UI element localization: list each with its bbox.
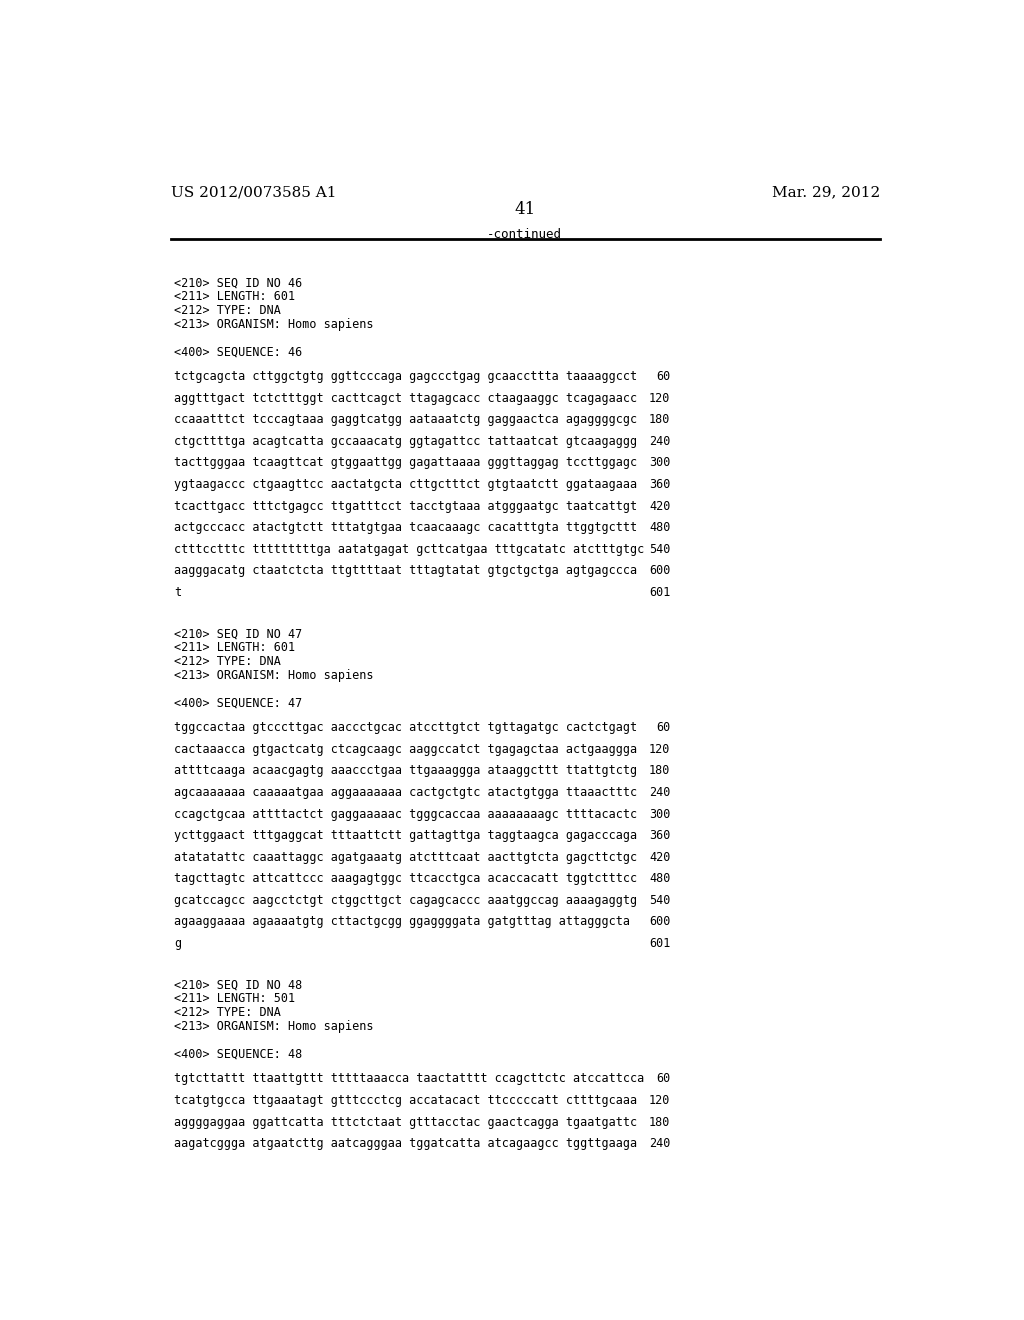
Text: 600: 600	[649, 564, 671, 577]
Text: <210> SEQ ID NO 46: <210> SEQ ID NO 46	[174, 276, 303, 289]
Text: aagggacatg ctaatctcta ttgttttaat tttagtatat gtgctgctga agtgagccca: aagggacatg ctaatctcta ttgttttaat tttagta…	[174, 564, 638, 577]
Text: <400> SEQUENCE: 46: <400> SEQUENCE: 46	[174, 346, 303, 359]
Text: 240: 240	[649, 785, 671, 799]
Text: 540: 540	[649, 894, 671, 907]
Text: actgcccacc atactgtctt tttatgtgaa tcaacaaagc cacatttgta ttggtgcttt: actgcccacc atactgtctt tttatgtgaa tcaacaa…	[174, 521, 638, 535]
Text: tacttgggaa tcaagttcat gtggaattgg gagattaaaa gggttaggag tccttggagc: tacttgggaa tcaagttcat gtggaattgg gagatta…	[174, 457, 638, 470]
Text: 120: 120	[649, 743, 671, 756]
Text: 480: 480	[649, 873, 671, 886]
Text: ctttcctttc tttttttttga aatatgagat gcttcatgaa tttgcatatc atctttgtgc: ctttcctttc tttttttttga aatatgagat gcttca…	[174, 543, 645, 556]
Text: 601: 601	[649, 586, 671, 599]
Text: aagatcggga atgaatcttg aatcagggaa tggatcatta atcagaagcc tggttgaaga: aagatcggga atgaatcttg aatcagggaa tggatca…	[174, 1137, 638, 1150]
Text: tcatgtgcca ttgaaatagt gtttccctcg accatacact ttcccccatt cttttgcaaa: tcatgtgcca ttgaaatagt gtttccctcg accatac…	[174, 1094, 638, 1107]
Text: 41: 41	[514, 201, 536, 218]
Text: ycttggaact tttgaggcat tttaattctt gattagttga taggtaagca gagacccaga: ycttggaact tttgaggcat tttaattctt gattagt…	[174, 829, 638, 842]
Text: <211> LENGTH: 601: <211> LENGTH: 601	[174, 290, 296, 304]
Text: <211> LENGTH: 601: <211> LENGTH: 601	[174, 642, 296, 655]
Text: 300: 300	[649, 808, 671, 821]
Text: tagcttagtc attcattccc aaagagtggc ttcacctgca acaccacatt tggtctttcc: tagcttagtc attcattccc aaagagtggc ttcacct…	[174, 873, 638, 886]
Text: ctgcttttga acagtcatta gccaaacatg ggtagattcc tattaatcat gtcaagaggg: ctgcttttga acagtcatta gccaaacatg ggtagat…	[174, 434, 638, 447]
Text: agcaaaaaaa caaaaatgaa aggaaaaaaa cactgctgtc atactgtgga ttaaactttc: agcaaaaaaa caaaaatgaa aggaaaaaaa cactgct…	[174, 785, 638, 799]
Text: 240: 240	[649, 1137, 671, 1150]
Text: aggggaggaa ggattcatta tttctctaat gtttacctac gaactcagga tgaatgattc: aggggaggaa ggattcatta tttctctaat gtttacc…	[174, 1115, 638, 1129]
Text: 360: 360	[649, 829, 671, 842]
Text: 540: 540	[649, 543, 671, 556]
Text: ccaaatttct tcccagtaaa gaggtcatgg aataaatctg gaggaactca agaggggcgc: ccaaatttct tcccagtaaa gaggtcatgg aataaat…	[174, 413, 638, 426]
Text: <212> TYPE: DNA: <212> TYPE: DNA	[174, 655, 282, 668]
Text: tggccactaa gtcccttgac aaccctgcac atccttgtct tgttagatgc cactctgagt: tggccactaa gtcccttgac aaccctgcac atccttg…	[174, 721, 638, 734]
Text: US 2012/0073585 A1: US 2012/0073585 A1	[171, 185, 336, 199]
Text: 240: 240	[649, 434, 671, 447]
Text: 60: 60	[656, 1072, 671, 1085]
Text: -continued: -continued	[487, 227, 562, 240]
Text: 601: 601	[649, 937, 671, 950]
Text: 420: 420	[649, 499, 671, 512]
Text: tgtcttattt ttaattgttt tttttaaacca taactatttt ccagcttctc atccattcca: tgtcttattt ttaattgttt tttttaaacca taacta…	[174, 1072, 645, 1085]
Text: <212> TYPE: DNA: <212> TYPE: DNA	[174, 1006, 282, 1019]
Text: 120: 120	[649, 1094, 671, 1107]
Text: <400> SEQUENCE: 48: <400> SEQUENCE: 48	[174, 1048, 303, 1061]
Text: <213> ORGANISM: Homo sapiens: <213> ORGANISM: Homo sapiens	[174, 669, 374, 682]
Text: <210> SEQ ID NO 48: <210> SEQ ID NO 48	[174, 978, 303, 991]
Text: 300: 300	[649, 457, 671, 470]
Text: ccagctgcaa attttactct gaggaaaaac tgggcaccaa aaaaaaaagc ttttacactc: ccagctgcaa attttactct gaggaaaaac tgggcac…	[174, 808, 638, 821]
Text: t: t	[174, 586, 181, 599]
Text: tcacttgacc tttctgagcc ttgatttcct tacctgtaaa atgggaatgc taatcattgt: tcacttgacc tttctgagcc ttgatttcct tacctgt…	[174, 499, 638, 512]
Text: 480: 480	[649, 521, 671, 535]
Text: gcatccagcc aagcctctgt ctggcttgct cagagcaccc aaatggccag aaaagaggtg: gcatccagcc aagcctctgt ctggcttgct cagagca…	[174, 894, 638, 907]
Text: <212> TYPE: DNA: <212> TYPE: DNA	[174, 304, 282, 317]
Text: ygtaagaccc ctgaagttcc aactatgcta cttgctttct gtgtaatctt ggataagaaa: ygtaagaccc ctgaagttcc aactatgcta cttgctt…	[174, 478, 638, 491]
Text: 180: 180	[649, 413, 671, 426]
Text: aggtttgact tctctttggt cacttcagct ttagagcacc ctaagaaggc tcagagaacc: aggtttgact tctctttggt cacttcagct ttagagc…	[174, 392, 638, 405]
Text: g: g	[174, 937, 181, 950]
Text: <211> LENGTH: 501: <211> LENGTH: 501	[174, 993, 296, 1006]
Text: agaaggaaaa agaaaatgtg cttactgcgg ggaggggata gatgtttag attagggcta: agaaggaaaa agaaaatgtg cttactgcgg ggagggg…	[174, 915, 631, 928]
Text: 420: 420	[649, 850, 671, 863]
Text: 180: 180	[649, 1115, 671, 1129]
Text: 60: 60	[656, 370, 671, 383]
Text: 180: 180	[649, 764, 671, 777]
Text: 600: 600	[649, 915, 671, 928]
Text: cactaaacca gtgactcatg ctcagcaagc aaggccatct tgagagctaa actgaaggga: cactaaacca gtgactcatg ctcagcaagc aaggcca…	[174, 743, 638, 756]
Text: <213> ORGANISM: Homo sapiens: <213> ORGANISM: Homo sapiens	[174, 318, 374, 331]
Text: tctgcagcta cttggctgtg ggttcccaga gagccctgag gcaaccttta taaaaggcct: tctgcagcta cttggctgtg ggttcccaga gagccct…	[174, 370, 638, 383]
Text: 360: 360	[649, 478, 671, 491]
Text: 120: 120	[649, 392, 671, 405]
Text: 60: 60	[656, 721, 671, 734]
Text: Mar. 29, 2012: Mar. 29, 2012	[771, 185, 880, 199]
Text: atatatattc caaattaggc agatgaaatg atctttcaat aacttgtcta gagcttctgc: atatatattc caaattaggc agatgaaatg atctttc…	[174, 850, 638, 863]
Text: attttcaaga acaacgagtg aaaccctgaa ttgaaaggga ataaggcttt ttattgtctg: attttcaaga acaacgagtg aaaccctgaa ttgaaag…	[174, 764, 638, 777]
Text: <400> SEQUENCE: 47: <400> SEQUENCE: 47	[174, 697, 303, 710]
Text: <213> ORGANISM: Homo sapiens: <213> ORGANISM: Homo sapiens	[174, 1020, 374, 1034]
Text: <210> SEQ ID NO 47: <210> SEQ ID NO 47	[174, 627, 303, 640]
